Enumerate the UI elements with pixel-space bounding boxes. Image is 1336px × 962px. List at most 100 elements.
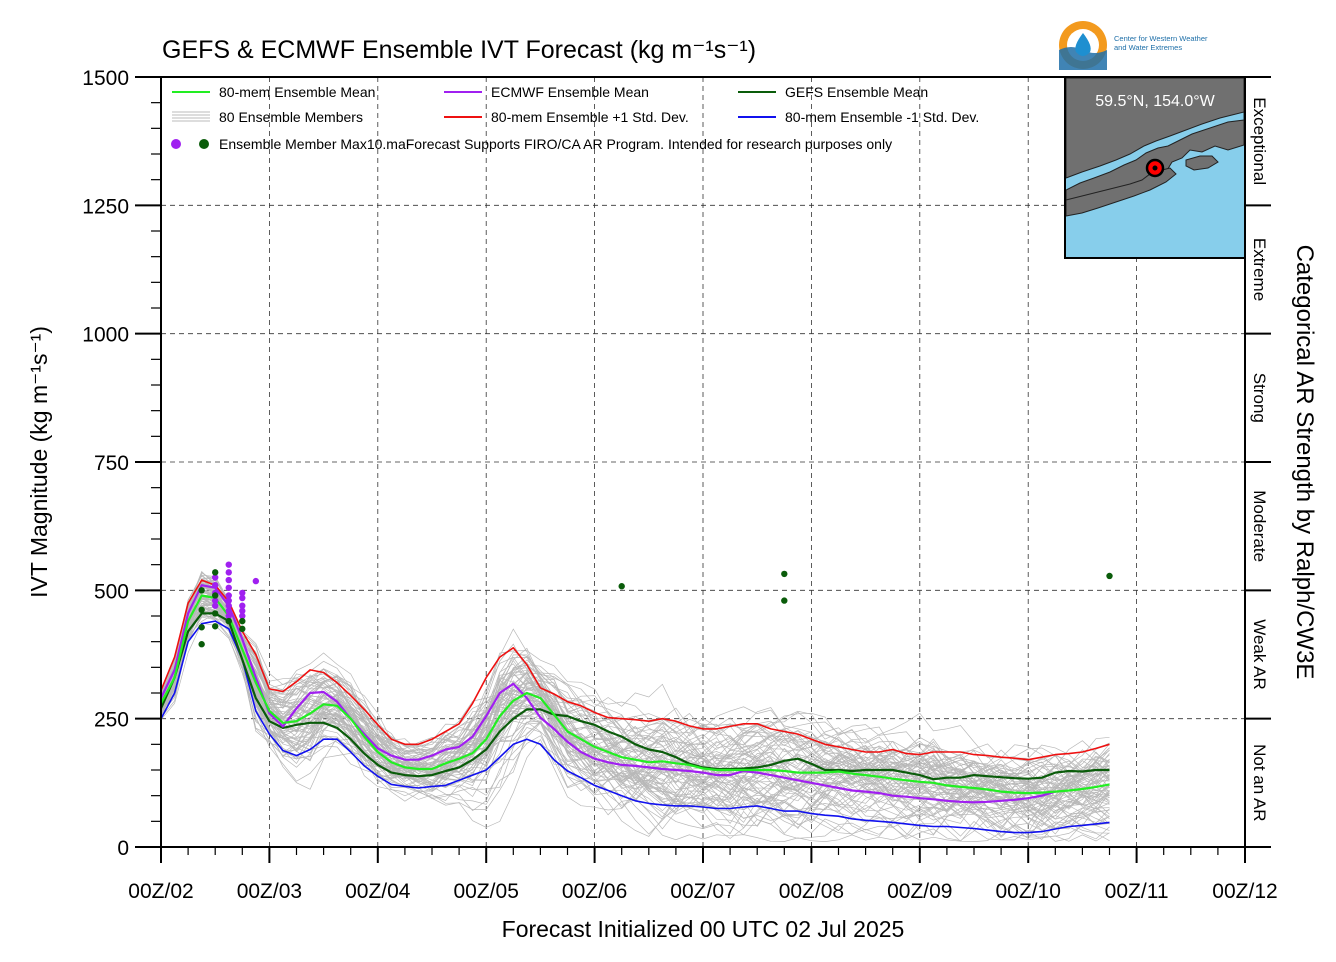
ensemble-max-point	[239, 607, 246, 615]
ensemble-max-point	[239, 602, 246, 609]
ensemble-max-point	[225, 584, 232, 591]
ensemble-max-point	[225, 607, 232, 615]
logo-wave-icon	[1059, 47, 1107, 70]
ensemble-max-point	[212, 592, 219, 599]
ensemble-max-point	[618, 583, 625, 590]
x-axis-label: Forecast Initialized 00 UTC 02 Jul 2025	[502, 916, 905, 942]
chart-title: GEFS & ECMWF Ensemble IVT Forecast (kg m…	[162, 36, 756, 64]
ensemble-max-point	[225, 612, 232, 620]
ensemble-max-point	[212, 582, 219, 589]
ensemble-max-point	[212, 574, 219, 581]
ensemble-max-point	[225, 617, 232, 625]
x-tick-label: 00Z/12	[1212, 880, 1277, 903]
ensemble-member-line	[160, 603, 1110, 842]
ensemble-member-line	[160, 598, 1110, 816]
legend-swatch-max-gefs	[199, 139, 209, 149]
map-island	[1185, 155, 1219, 171]
ensemble-max-point	[198, 606, 205, 614]
legend: 80-mem Ensemble Mean ECMWF Ensemble Mean…	[171, 84, 979, 152]
ensemble-member-line	[160, 578, 1110, 785]
ensemble-member-line	[160, 608, 1110, 825]
ensemble-member-line	[160, 578, 1110, 813]
category-label: Strong	[1250, 373, 1269, 423]
ensemble-max-point	[212, 597, 219, 604]
x-tick-label: 00Z/08	[779, 880, 844, 903]
map-inset: 59.5°N, 154.0°W	[1064, 76, 1246, 259]
logo-drop-icon	[1075, 33, 1091, 56]
y-tick-label: 1000	[82, 324, 129, 347]
ensemble-max-point	[1106, 572, 1113, 580]
category-label: Moderate	[1250, 490, 1269, 562]
x-tick-label: 00Z/09	[887, 880, 952, 903]
ensemble-max-point	[198, 641, 205, 648]
ensemble-member-line	[160, 575, 1110, 797]
cw3e-logo: Center for Western Weather and Water Ext…	[1059, 21, 1208, 70]
category-label: Extreme	[1250, 238, 1269, 301]
x-tick-label: 00Z/11	[1105, 880, 1169, 903]
category-label: Weak AR	[1250, 619, 1269, 690]
ensemble-max-point	[198, 587, 205, 594]
series-line-4	[160, 620, 1110, 834]
ensemble-max-point	[781, 597, 788, 604]
ensemble-max-point	[225, 576, 232, 584]
ensemble-member-line	[160, 584, 1110, 785]
ensemble-member-line	[160, 573, 1110, 780]
legend-label-ensemble-mean: 80-mem Ensemble Mean	[219, 84, 375, 100]
ensemble-max-point	[239, 617, 246, 625]
map-location-dot	[1152, 165, 1158, 171]
ensemble-max-point	[212, 602, 219, 609]
ensemble-max-point	[225, 569, 232, 576]
ensemble-max-point	[225, 561, 232, 568]
legend-label-gefs-mean: GEFS Ensemble Mean	[785, 84, 928, 100]
legend-label-ecmwf-mean: ECMWF Ensemble Mean	[491, 84, 649, 100]
ensemble-max-point	[212, 610, 219, 617]
category-label: Not an AR	[1250, 744, 1269, 822]
ensemble-member-line	[160, 599, 1110, 807]
ensemble-max-point	[239, 612, 246, 620]
x-tick-label: 00Z/07	[670, 880, 735, 903]
logo-org-line1: Center for Western Weather	[1114, 34, 1208, 43]
x-tick-label: 00Z/04	[345, 880, 411, 903]
ensemble-max-point	[212, 623, 219, 630]
y-tick-label: 0	[117, 837, 129, 860]
axes: 0 250 500 750 1000 1250 1500 00Z/02 00Z/03 00Z/04…	[82, 67, 1277, 903]
x-tick-label: 00Z/06	[562, 880, 627, 903]
ensemble-member-line	[160, 600, 1110, 802]
ensemble-member-line	[160, 585, 1110, 781]
series-line-3	[160, 579, 1110, 761]
x-tick-label: 00Z/03	[237, 880, 302, 903]
category-label: Exceptional	[1250, 97, 1269, 185]
map-peninsula	[1065, 167, 1177, 217]
ensemble-max-point	[252, 577, 260, 585]
ensemble-max-points	[198, 561, 1113, 648]
logo-org-line2: and Water Extremes	[1114, 43, 1182, 52]
legend-label-members: 80 Ensemble Members	[219, 109, 363, 125]
ensemble-max-point	[225, 592, 232, 599]
right-axis-label: Categorical AR Strength by Ralph/CW3E	[1291, 245, 1318, 680]
legend-swatch-members	[172, 111, 210, 122]
x-tick-label: 00Z/02	[128, 880, 193, 903]
ensemble-member-line	[160, 592, 1110, 813]
ensemble-member-line	[160, 592, 1110, 817]
ensemble-max-point	[212, 569, 219, 576]
map-location-label: 59.5°N, 154.0°W	[1095, 93, 1215, 110]
legend-label-plus-std: 80-mem Ensemble +1 Std. Dev.	[491, 109, 689, 125]
ensemble-max-point	[225, 602, 232, 609]
series-line-1	[160, 584, 1056, 804]
legend-label-member-max: Ensemble Member Max10.maForecast Support…	[219, 136, 892, 152]
ensemble-max-point	[239, 594, 246, 602]
ensemble-member-line	[160, 583, 1110, 790]
ar-category-axis: Not an AR Weak AR Moderate Strong Extreme Exc…	[1244, 76, 1271, 848]
ensemble-member-line	[160, 594, 1110, 800]
ensemble-member-line	[160, 616, 1110, 807]
series-line-2	[159, 612, 1110, 781]
ensemble-max-point	[239, 589, 246, 597]
y-tick-label: 1500	[82, 67, 129, 90]
series-line-0	[160, 594, 1110, 795]
legend-label-minus-std: 80-mem Ensemble -1 Std. Dev.	[785, 109, 979, 125]
ensemble-max-point	[781, 570, 788, 578]
y-tick-label: 250	[94, 709, 129, 732]
ensemble-member-line	[160, 613, 1110, 842]
ensemble-member-line	[160, 605, 1110, 835]
